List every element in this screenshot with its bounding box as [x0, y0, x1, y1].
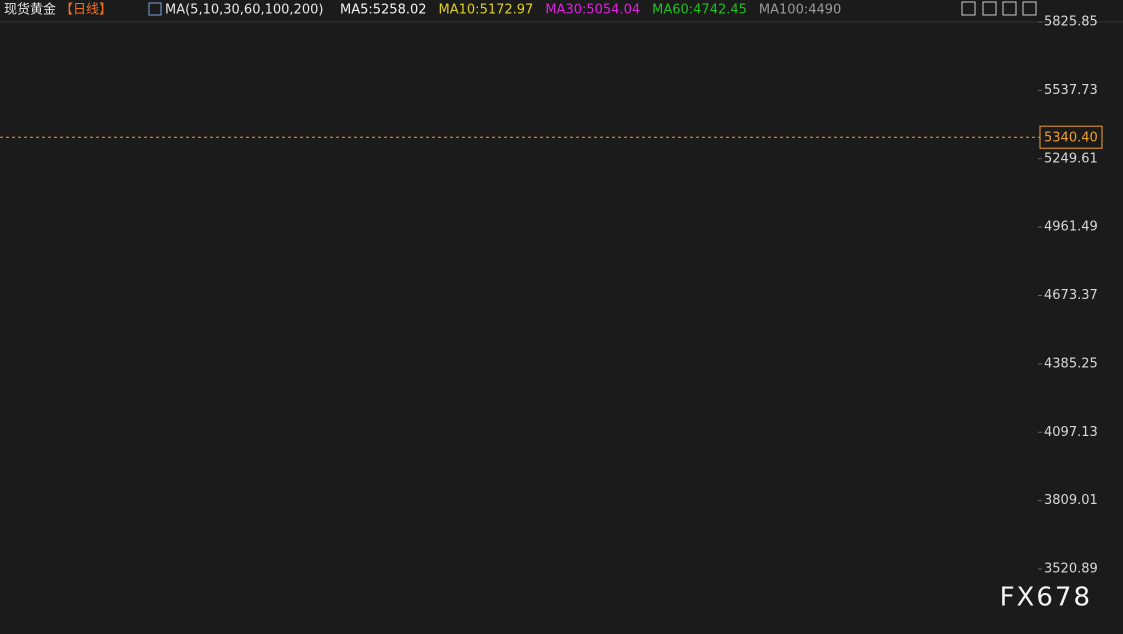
legend-entry: MA100:4490 [759, 3, 841, 18]
legend-entry: MA30:5054.04 [545, 3, 640, 18]
tool-button[interactable] [961, 1, 976, 16]
legend-entry: MA5:5258.02 [340, 3, 427, 18]
y-tick-label: 4961.49 [1044, 220, 1098, 235]
header: 现货黄金 【日线】 MA(5,10,30,60,100,200) MA5:525… [4, 2, 841, 18]
y-tick-label: 3520.89 [1044, 562, 1098, 577]
legend-entry: MA10:5172.97 [439, 3, 534, 18]
y-tick-label: 5249.61 [1044, 151, 1098, 166]
indicator: MA(5,10,30,60,100,200) [165, 3, 323, 18]
tool-button[interactable] [1022, 1, 1037, 16]
watermark: FX678 [1000, 583, 1092, 613]
indicator-icon[interactable] [148, 2, 162, 16]
y-tick-label: 5537.73 [1044, 83, 1098, 98]
last-price-label: 5340.40 [1044, 131, 1098, 146]
toolbar [961, 1, 1037, 16]
instrument-title: 现货黄金 [4, 2, 56, 18]
tool-button[interactable] [982, 1, 997, 16]
y-tick-label: 4673.37 [1044, 288, 1098, 303]
last-price-box [1039, 125, 1103, 149]
y-tick-label: 3809.01 [1044, 493, 1098, 508]
y-tick-label: 5825.85 [1044, 15, 1098, 30]
y-tick-label: 4385.25 [1044, 356, 1098, 371]
legend-entry: MA60:4742.45 [652, 3, 747, 18]
y-tick-label: 4097.13 [1044, 425, 1098, 440]
tool-button[interactable] [1002, 1, 1017, 16]
y-axis: 5825.85 5537.73 5249.61 4961.49 4673.37 4385.… [1038, 15, 1098, 577]
period: 【日线】 [60, 3, 112, 18]
